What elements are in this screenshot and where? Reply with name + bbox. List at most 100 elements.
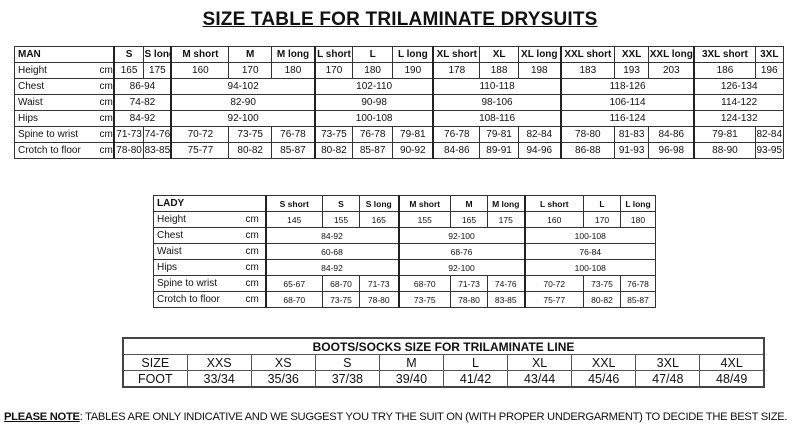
unit-label: cm	[99, 78, 115, 95]
foot-size: 43/44	[507, 370, 573, 388]
boots-title: BOOTS/SOCKS SIZE FOR TRILAMINATE LINE	[122, 337, 765, 355]
value-cell: 65-67	[264, 275, 324, 292]
value-cell: 82-84	[517, 126, 562, 143]
value-cell: 183	[559, 62, 615, 79]
table-row: Hips cm 84-92 92-100 100-108	[153, 259, 657, 276]
row-label: Crotch to floor	[14, 142, 100, 159]
boots-title-row: BOOTS/SOCKS SIZE FOR TRILAMINATE LINE	[122, 337, 765, 355]
size-header: L short	[523, 195, 585, 212]
size-header: S	[322, 195, 361, 212]
value-cell: 92-100	[397, 259, 526, 276]
boot-size: M	[378, 354, 444, 371]
value-cell: 186	[693, 62, 756, 79]
value-cell: 96-98	[648, 142, 695, 159]
value-cell: 145	[264, 211, 324, 228]
value-cell: 79-81	[392, 126, 434, 143]
value-cell: 114-122	[693, 94, 785, 111]
value-cell: 126-134	[693, 78, 785, 95]
value-cell: 190	[392, 62, 434, 79]
value-cell: 68-70	[322, 275, 361, 292]
foot-size: 39/40	[378, 370, 444, 388]
value-cell: 170	[583, 211, 622, 228]
table-row: Waist cm 74-82 82-90 90-98 98-106 106-114 114-1…	[14, 94, 785, 111]
unit-label: cm	[99, 110, 115, 127]
table-row: Chest cm 84-92 92-100 100-108	[153, 227, 657, 244]
size-header: S	[112, 46, 145, 63]
unit-label: cm	[245, 243, 267, 260]
row-label: Chest	[153, 227, 246, 244]
value-cell: 90-92	[392, 142, 434, 159]
value-cell: 100-108	[523, 227, 657, 244]
value-cell: 78-80	[450, 291, 489, 308]
unit-label: cm	[99, 126, 115, 143]
boots-size-table: BOOTS/SOCKS SIZE FOR TRILAMINATE LINE SIZ…	[122, 337, 765, 388]
size-header: 3XL	[754, 46, 785, 63]
size-header: XXL short	[559, 46, 615, 63]
value-cell: 81-83	[613, 126, 650, 143]
value-cell: 110-118	[432, 78, 562, 95]
table-label: MAN	[13, 46, 114, 63]
size-header: M short	[397, 195, 452, 212]
value-cell: 92-100	[170, 110, 316, 127]
boot-size: S	[314, 354, 380, 371]
size-header: M	[450, 195, 489, 212]
value-cell: 90-98	[313, 94, 434, 111]
size-header: L	[583, 195, 622, 212]
table-row: Waist cm 60-68 68-76 76-84	[153, 243, 657, 260]
size-header: XL long	[517, 46, 562, 63]
boot-size: XL	[507, 354, 573, 371]
value-cell: 124-132	[693, 110, 785, 127]
value-cell: 198	[517, 62, 562, 79]
value-cell: 89-91	[479, 142, 519, 159]
value-cell: 100-108	[523, 259, 657, 276]
value-cell: 175	[143, 62, 172, 79]
foot-size: 35/36	[250, 370, 316, 388]
value-cell: 160	[170, 62, 230, 79]
value-cell: 93-95	[754, 142, 785, 159]
value-cell: 76-84	[523, 243, 657, 260]
value-cell: 75-77	[523, 291, 585, 308]
value-cell: 85-87	[270, 142, 316, 159]
unit-label: cm	[245, 211, 267, 228]
unit-label: cm	[99, 142, 115, 159]
value-cell: 86-94	[112, 78, 172, 95]
value-cell: 80-82	[583, 291, 622, 308]
value-cell: 80-82	[313, 142, 353, 159]
value-cell: 70-72	[170, 126, 230, 143]
value-cell: 94-102	[170, 78, 316, 95]
value-cell: 68-70	[397, 275, 452, 292]
size-header: L short	[313, 46, 353, 63]
value-cell: 116-124	[559, 110, 695, 127]
value-cell: 92-100	[397, 227, 526, 244]
value-cell: 170	[313, 62, 353, 79]
value-cell: 74-82	[112, 94, 172, 111]
value-cell: 180	[270, 62, 316, 79]
value-cell: 83-85	[143, 142, 172, 159]
row-label: Hips	[153, 259, 246, 276]
value-cell: 165	[450, 211, 489, 228]
value-cell: 102-110	[313, 78, 434, 95]
value-cell: 73-75	[313, 126, 353, 143]
table-row: Spine to wrist cm 71-73 74-76 70-72 73-75 76-7…	[14, 126, 785, 143]
size-header: M long	[487, 195, 526, 212]
value-cell: 84-92	[264, 227, 400, 244]
value-cell: 86-88	[559, 142, 615, 159]
value-cell: 155	[397, 211, 452, 228]
row-label: Crotch to floor	[153, 291, 246, 308]
row-label: Hips	[14, 110, 100, 127]
value-cell: 76-78	[351, 126, 394, 143]
value-cell: 76-78	[270, 126, 316, 143]
value-cell: 91-93	[613, 142, 650, 159]
value-cell: 79-81	[693, 126, 756, 143]
value-cell: 175	[487, 211, 526, 228]
row-label: Chest	[14, 78, 100, 95]
value-cell: 73-75	[397, 291, 452, 308]
value-cell: 82-84	[754, 126, 785, 143]
value-cell: 180	[620, 211, 657, 228]
size-header: M	[228, 46, 272, 63]
size-header: 3XL short	[693, 46, 756, 63]
value-cell: 74-76	[487, 275, 526, 292]
value-cell: 94-96	[517, 142, 562, 159]
unit-label: cm	[245, 275, 267, 292]
value-cell: 82-90	[170, 94, 316, 111]
